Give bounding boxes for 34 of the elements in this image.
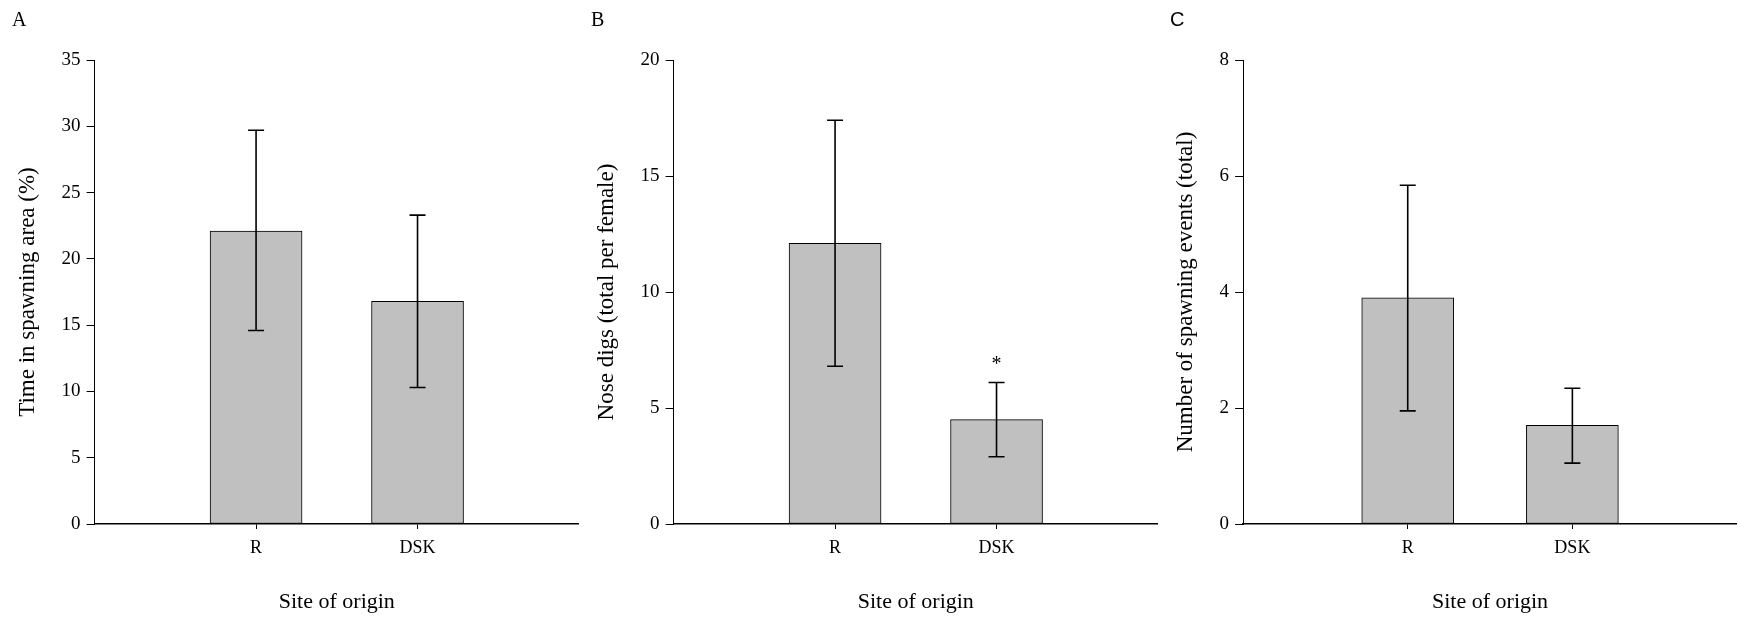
y-tick-label: 25 <box>61 180 81 202</box>
y-tick-label: 20 <box>61 246 81 268</box>
x-tick-label: R <box>829 536 842 557</box>
y-tick-label: 30 <box>61 114 81 136</box>
y-tick-label: 0 <box>1219 511 1230 533</box>
y-tick-label: 5 <box>650 395 660 417</box>
y-tick-label: 20 <box>640 47 660 69</box>
y-axis-title: Number of spawning events (total) <box>1171 131 1197 453</box>
x-tick-label: DSK <box>399 536 436 557</box>
y-tick-label: 6 <box>1219 163 1230 185</box>
y-tick-label: 15 <box>61 313 81 335</box>
y-tick-label: 2 <box>1219 395 1230 417</box>
chart-title: B <box>591 8 605 31</box>
y-axis-title: Time in spawning area (%) <box>13 167 39 417</box>
x-tick-label: R <box>250 536 263 557</box>
annotation: * <box>991 351 1002 374</box>
y-tick-label: 4 <box>1219 279 1230 301</box>
y-tick-label: 8 <box>1219 47 1230 69</box>
x-tick-label: DSK <box>978 536 1015 557</box>
x-tick-label: DSK <box>1554 536 1591 557</box>
y-axis-title: Nose digs (total per female) <box>592 163 618 421</box>
y-tick-label: 5 <box>71 445 81 467</box>
y-tick-label: 15 <box>640 163 660 185</box>
x-axis-title: Site of origin <box>278 587 395 613</box>
x-tick-label: R <box>1401 536 1414 557</box>
y-tick-label: 35 <box>61 47 81 69</box>
chart-title: C <box>1170 8 1185 31</box>
y-tick-label: 0 <box>650 511 660 533</box>
x-axis-title: Site of origin <box>1432 587 1549 613</box>
x-axis-title: Site of origin <box>857 587 974 613</box>
chart-title: A <box>12 8 27 31</box>
y-tick-label: 10 <box>61 379 81 401</box>
y-tick-label: 0 <box>71 511 81 533</box>
y-tick-label: 10 <box>640 279 660 301</box>
